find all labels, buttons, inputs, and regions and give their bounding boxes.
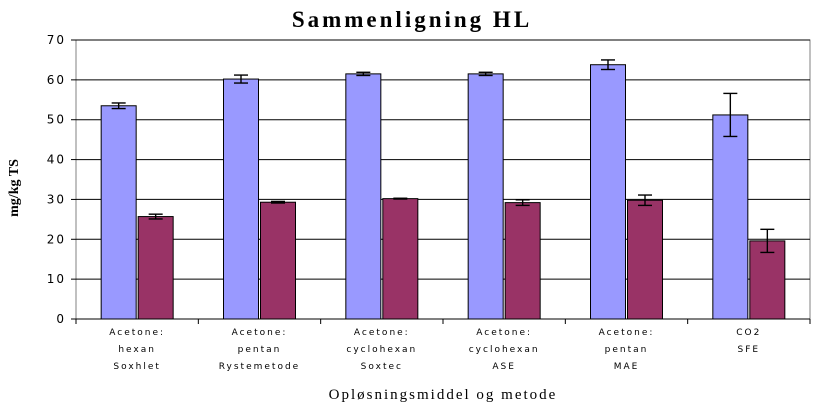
x-axis-label: Opløsningsmiddel og metode	[329, 387, 558, 403]
x-tick-label-line: Acetone:	[599, 328, 655, 338]
y-tick-label: 20	[47, 232, 66, 246]
error-bar	[760, 228, 775, 254]
x-axis	[75, 318, 811, 324]
x-tick-label: Acetone: pentan Rystemetode	[219, 328, 300, 372]
bar	[137, 216, 174, 320]
error-bar	[478, 71, 493, 77]
x-tick-label-line: pentan	[605, 345, 649, 355]
y-tick-label: 0	[56, 312, 66, 326]
bar	[223, 78, 259, 320]
x-tick-label-line: ASE	[492, 362, 516, 372]
x-axis-ticks: Acetone: hexan Soxhlet Acetone: pentan Rystem…	[109, 328, 761, 372]
x-tick-label-line: Soxtec	[361, 362, 403, 372]
x-tick-label: Acetone: pentan MAE	[599, 328, 655, 372]
x-tick-label-line: CO2	[736, 328, 761, 338]
x-tick-label-line: Acetone:	[232, 328, 288, 338]
x-tick-label-line: Acetone:	[109, 328, 165, 338]
bar	[345, 73, 382, 320]
x-tick-label: Acetone: cyclohexan Soxtec	[346, 328, 417, 372]
x-tick-label: Acetone: cyclohexan ASE	[469, 328, 540, 372]
y-tick-label: 70	[47, 33, 66, 47]
y-tick-label: 10	[47, 272, 66, 286]
y-axis-ticks: 0 10 20 30 40 50 60 70	[47, 33, 76, 326]
x-tick-label-line: Soxhlet	[113, 362, 161, 372]
chart-title: Sammenligning HL	[292, 7, 532, 32]
gridlines	[76, 39, 810, 280]
error-bars	[111, 59, 775, 254]
x-tick-label-line: Acetone:	[354, 328, 410, 338]
error-bar	[111, 102, 126, 110]
error-bar	[723, 92, 738, 138]
error-bar	[148, 213, 163, 220]
x-tick-label-line: cyclohexan	[469, 345, 540, 355]
x-tick-label-line: Acetone:	[476, 328, 532, 338]
error-bar	[638, 194, 652, 207]
bar	[749, 240, 786, 320]
bars	[100, 64, 786, 320]
y-tick-label: 30	[47, 192, 66, 206]
y-tick-label: 60	[47, 73, 66, 87]
bar	[590, 64, 626, 320]
error-bar	[356, 71, 371, 77]
error-bar	[393, 197, 408, 200]
bar	[260, 201, 296, 320]
x-tick-label-line: MAE	[614, 362, 640, 372]
error-bar	[234, 74, 248, 84]
x-tick-label: CO2 SFE	[736, 328, 761, 355]
error-bar	[601, 59, 615, 71]
y-axis-label: mg/kg TS	[7, 159, 22, 217]
bar	[100, 105, 137, 320]
x-tick-label-line: cyclohexan	[346, 345, 417, 355]
bar	[382, 198, 419, 320]
error-bar	[271, 200, 285, 204]
bar	[627, 199, 663, 320]
bar	[504, 202, 541, 320]
bar	[467, 73, 504, 320]
y-tick-label: 40	[47, 153, 66, 167]
error-bar	[515, 199, 530, 207]
x-tick-label: Acetone: hexan Soxhlet	[109, 328, 165, 372]
x-tick-label-line: Rystemetode	[219, 362, 300, 372]
y-tick-label: 50	[47, 113, 66, 127]
x-tick-label-line: SFE	[738, 345, 761, 355]
bar	[712, 114, 749, 320]
x-tick-label-line: hexan	[118, 345, 156, 355]
plot-area	[75, 39, 811, 320]
x-tick-label-line: pentan	[238, 345, 282, 355]
